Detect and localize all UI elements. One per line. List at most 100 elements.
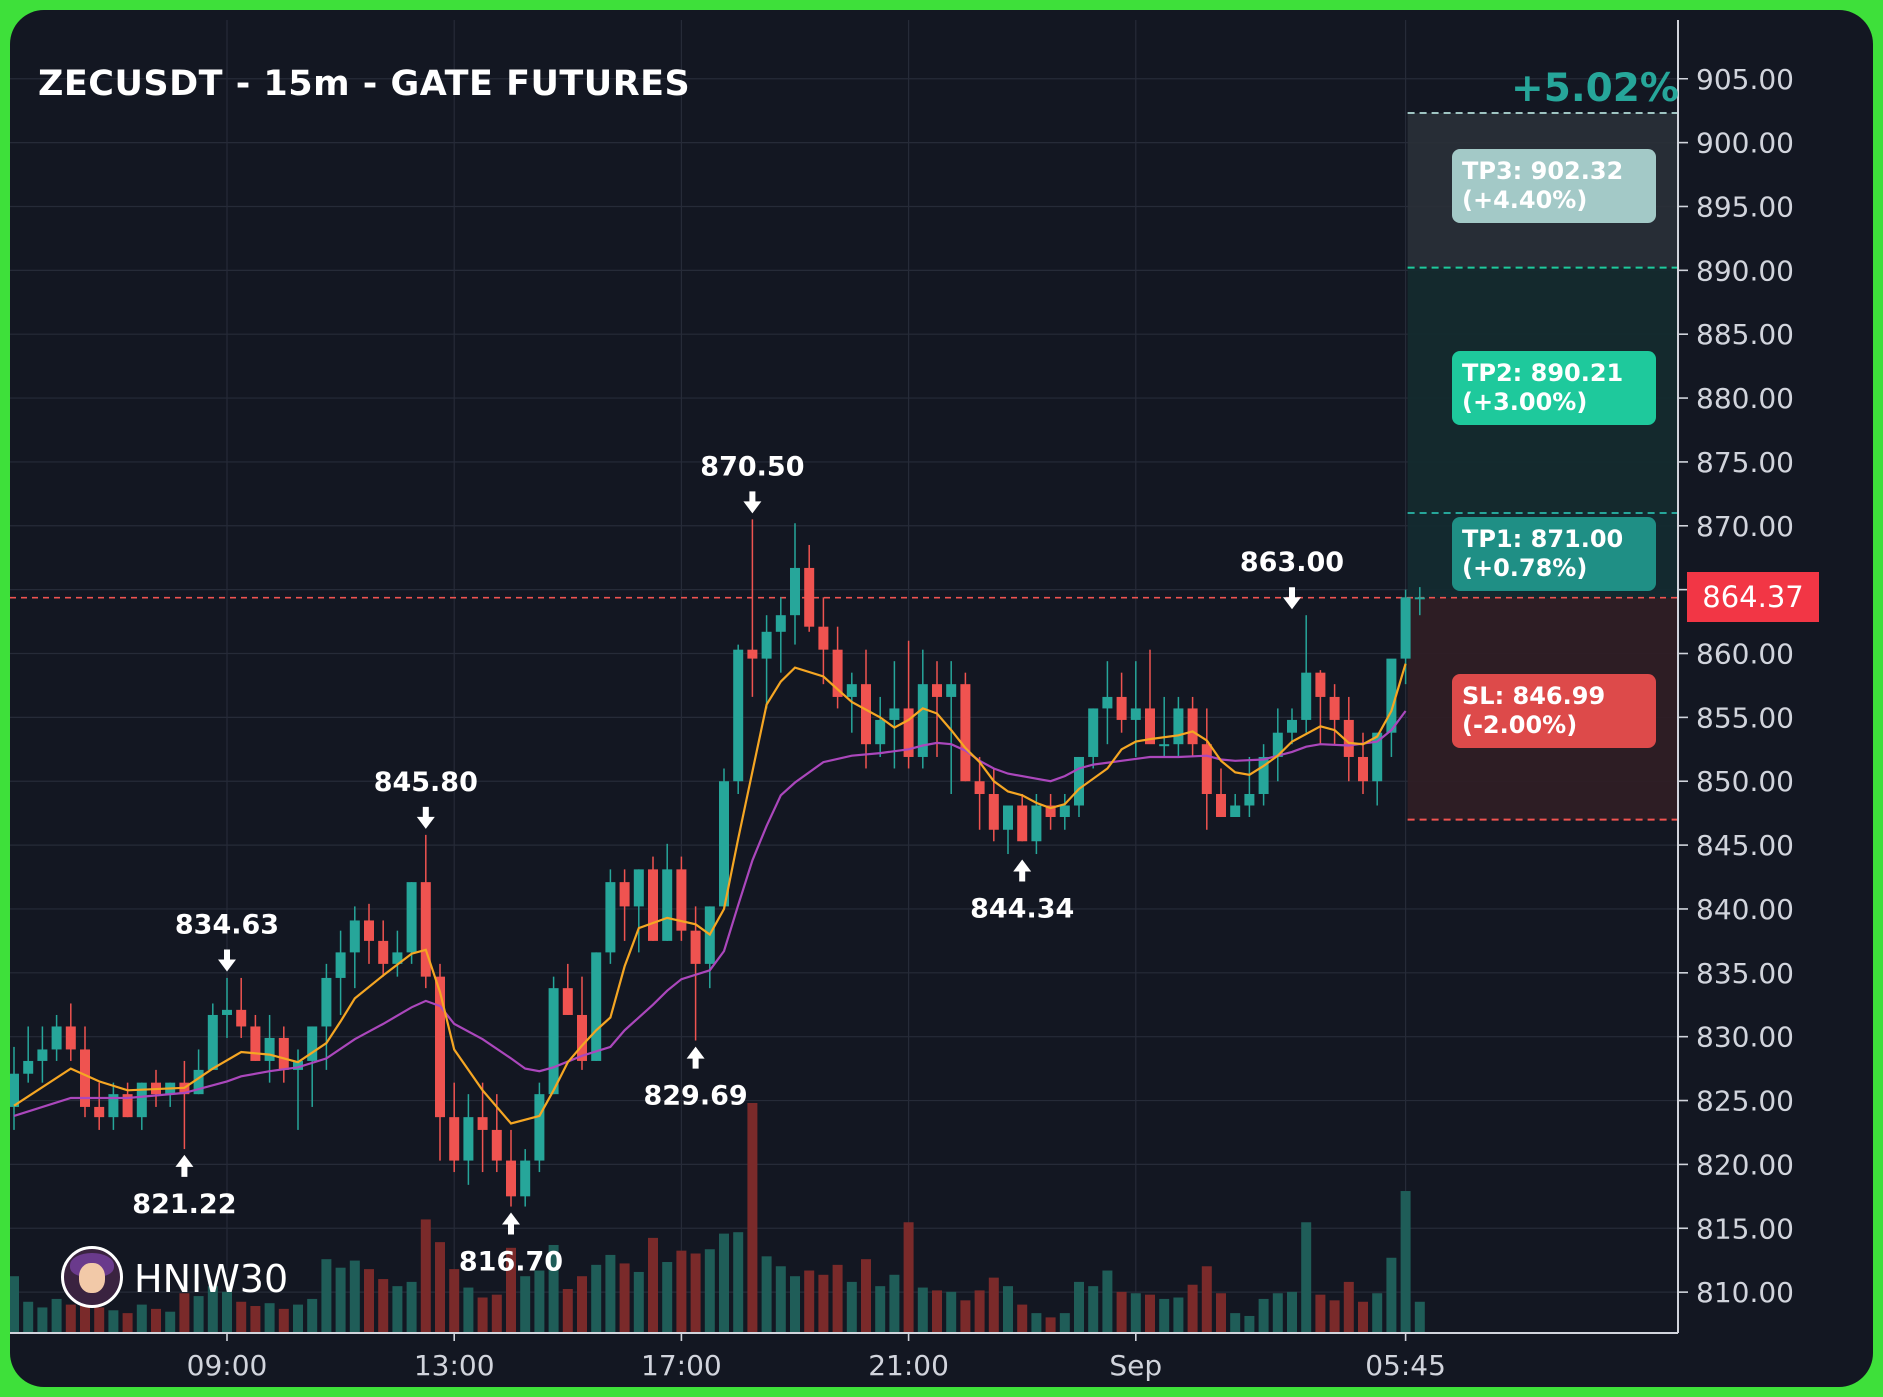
volume-bar (761, 1256, 772, 1333)
candle-body (1343, 719, 1354, 757)
candle-body (1145, 708, 1155, 745)
volume-bar (804, 1270, 815, 1333)
candle (193, 1049, 204, 1095)
candle-body (278, 1037, 289, 1070)
volume-bar (1301, 1222, 1312, 1333)
volume-bar (321, 1259, 332, 1333)
volume-bar (889, 1274, 900, 1333)
tp2-badge: TP2: 890.21 (+3.00%) (1452, 351, 1656, 425)
candle-body (1130, 708, 1141, 720)
volume-bar (818, 1274, 829, 1333)
candle (548, 976, 559, 1095)
candle-body (293, 1060, 303, 1070)
candle-body (974, 781, 985, 795)
volume-bar (1074, 1281, 1084, 1333)
candle-body (37, 1049, 48, 1061)
volume-bar (1031, 1313, 1042, 1333)
volume-bar (65, 1304, 76, 1333)
candle-body (960, 684, 971, 782)
price-tick-label: 880.00 (1696, 382, 1794, 415)
candle-body (207, 1014, 218, 1070)
down-arrow-icon (218, 949, 236, 972)
candle (222, 977, 232, 1038)
candle-body (1315, 672, 1326, 697)
volume-bar (1258, 1298, 1269, 1333)
candle-body (1216, 794, 1226, 817)
volume-bar (719, 1233, 729, 1333)
candle-body (349, 920, 360, 953)
candle-body (633, 869, 644, 907)
volume-bar (278, 1308, 289, 1333)
candle (477, 1082, 488, 1173)
down-arrow-icon (743, 491, 762, 514)
candle-body (10, 1073, 19, 1107)
up-arrow-icon (175, 1154, 194, 1177)
candle-body (619, 882, 630, 907)
swing-high-label: 834.63 (175, 910, 279, 941)
candle-body (577, 1014, 587, 1061)
volume-bar (1358, 1301, 1368, 1333)
candle (1173, 696, 1184, 757)
price-tick-label: 835.00 (1696, 957, 1794, 990)
candle (179, 1060, 190, 1150)
candle-body (491, 1129, 502, 1161)
price-tick-label: 905.00 (1696, 63, 1794, 96)
price-tick-label: 875.00 (1696, 446, 1794, 479)
candle (1400, 589, 1411, 685)
chart-title: ZECUSDT - 15m - GATE FUTURES (38, 64, 691, 104)
candle (534, 1082, 545, 1173)
candle-body (861, 684, 871, 745)
candle (463, 1094, 474, 1185)
volume-bar (349, 1260, 360, 1333)
candle (392, 930, 403, 977)
volume-bar (1130, 1293, 1141, 1333)
candle (51, 1014, 62, 1061)
candle-body (1414, 597, 1425, 600)
candle (207, 1003, 218, 1070)
time-tick-label: 21:00 (868, 1349, 949, 1382)
candle (1017, 794, 1028, 842)
candle (307, 1026, 318, 1107)
candle (960, 672, 971, 782)
candle (1244, 756, 1255, 817)
candle-body (1187, 708, 1198, 745)
volume-bar (1272, 1293, 1283, 1333)
candle (506, 1129, 516, 1207)
candle (733, 644, 744, 795)
candle-body (406, 882, 417, 953)
volume-bar (1343, 1281, 1354, 1333)
candle-body (932, 684, 942, 697)
candle-body (676, 869, 687, 931)
volume-bar (136, 1304, 147, 1333)
volume-bar (94, 1307, 105, 1333)
swing-low-label: 816.70 (459, 1247, 563, 1278)
volume-bar (775, 1266, 786, 1333)
price-tick-label: 860.00 (1696, 638, 1794, 671)
candle (790, 523, 800, 645)
volume-bar (534, 1270, 545, 1333)
volume-bar (250, 1306, 261, 1333)
candle-body (463, 1117, 474, 1161)
volume-bar (1003, 1286, 1013, 1333)
candle-body (193, 1069, 204, 1095)
candle (974, 756, 985, 830)
candle (932, 661, 942, 757)
price-chart[interactable]: 834.63 821.22 845.80 816.70 870.50 829.69 844.… (10, 10, 1873, 1387)
volume-bar (562, 1288, 573, 1333)
price-tick-label: 810.00 (1696, 1276, 1794, 1309)
candle-body (136, 1082, 147, 1118)
volume-bar (619, 1263, 630, 1333)
volume-bar (1386, 1257, 1397, 1333)
candle-body (903, 708, 914, 757)
volume-bar (1017, 1304, 1028, 1333)
candle-body (761, 631, 772, 659)
candle (1003, 805, 1013, 855)
volume-bar (1329, 1300, 1340, 1333)
volume-bar (108, 1310, 119, 1333)
candle (364, 903, 374, 964)
candle-body (591, 952, 602, 1061)
volume-bar (917, 1287, 928, 1333)
stop-loss-badge: SL: 846.99 (-2.00%) (1452, 674, 1656, 748)
candle-body (648, 869, 658, 941)
candle-body (51, 1026, 62, 1050)
